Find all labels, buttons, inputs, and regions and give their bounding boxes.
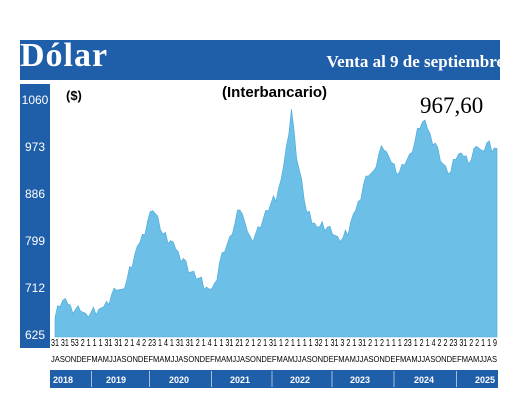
y-tick-label: 712 xyxy=(24,281,46,295)
year-label: 2020 xyxy=(169,375,189,385)
month-day-labels: 31 31 53 2 1 1 1 31 31 2 1 4 2 23 1 4 1 … xyxy=(51,338,497,349)
y-tick-label: 799 xyxy=(24,234,46,248)
y-tick-label: 625 xyxy=(24,328,46,342)
month-letter-labels: JASONDEFMAMJJASONDEFMAMJJASONDEFMAMJJASO… xyxy=(51,355,497,364)
market-note: (Interbancario) xyxy=(222,84,328,101)
series-area xyxy=(54,108,498,338)
year-label: 2021 xyxy=(230,375,250,385)
year-label: 2025 xyxy=(475,375,495,385)
year-label: 2024 xyxy=(414,375,434,385)
unit-label: ($) xyxy=(66,88,82,103)
y-axis-bar xyxy=(20,84,50,348)
year-labels: 2018 2019 2020 2021 2022 2023 2024 2025 xyxy=(50,370,498,388)
chart-title: Dólar xyxy=(20,37,109,74)
last-value-label: 967,60 xyxy=(420,93,484,118)
chart-header xyxy=(20,40,500,80)
year-label: 2023 xyxy=(350,375,370,385)
year-label: 2018 xyxy=(53,375,73,385)
year-label: 2019 xyxy=(106,375,126,385)
y-tick-label: 1060 xyxy=(21,93,49,107)
y-tick-label: 886 xyxy=(24,187,46,201)
chart-subtitle: Venta al 9 de septiembre xyxy=(326,52,504,71)
y-tick-label: 973 xyxy=(24,140,46,154)
year-label: 2022 xyxy=(290,375,310,385)
year-axis-bar xyxy=(50,370,498,388)
